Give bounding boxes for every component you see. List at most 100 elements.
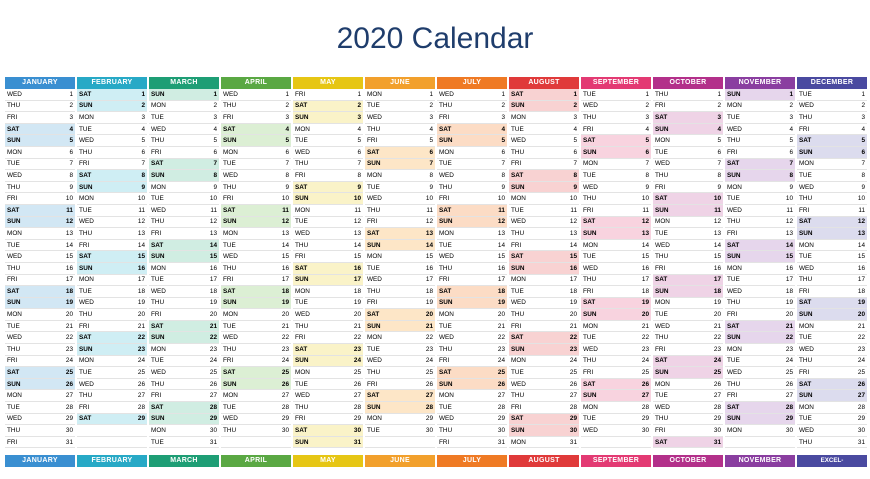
day-row: MON 24 (77, 356, 147, 368)
weekday-label: SUN (295, 276, 309, 284)
weekday-label: FRI (511, 403, 522, 411)
day-row: MON 27 (437, 390, 507, 403)
month-column: JULY WED 1 THU 2 FRI 3 SAT 4 SUN 5 MON 6 TUE 7 WED 8 THU 9… (436, 77, 508, 449)
weekday-label: WED (79, 299, 94, 307)
day-number: 12 (497, 218, 505, 226)
weekday-label: MON (367, 171, 382, 179)
day-number: 9 (789, 183, 793, 191)
day-row: MON 26 (653, 379, 723, 391)
weekday-label: SAT (439, 125, 452, 133)
day-number: 25 (65, 369, 73, 377)
weekday-label: SUN (583, 229, 597, 237)
weekday-label: WED (799, 264, 814, 272)
day-number: 13 (281, 229, 289, 237)
day-number: 17 (569, 276, 577, 284)
weekday-label: WED (511, 380, 526, 388)
weekday-label: THU (439, 102, 453, 110)
day-row: FRI 13 (149, 228, 219, 240)
day-number: 13 (713, 229, 721, 237)
weekday-label: SAT (295, 345, 308, 353)
day-number: 30 (713, 427, 721, 435)
day-number: 20 (65, 311, 73, 319)
weekday-label: MON (367, 334, 382, 342)
weekday-label: THU (511, 229, 525, 237)
weekday-label: FRI (799, 287, 810, 295)
day-number: 8 (429, 171, 433, 179)
weekday-label: SUN (7, 218, 21, 226)
day-row: WED 20 (293, 309, 363, 321)
day-number: 31 (569, 438, 577, 446)
day-number: 24 (281, 357, 289, 365)
weekday-label: TUE (511, 287, 524, 295)
page-title: 2020 Calendar (336, 22, 534, 55)
day-row: SAT 21 (149, 320, 219, 333)
day-row: TUE 17 (149, 275, 219, 287)
day-number: 16 (785, 264, 793, 272)
weekday-label: WED (727, 206, 742, 214)
day-row: THU 20 (77, 309, 147, 321)
weekday-label: MON (655, 380, 670, 388)
weekday-label: WED (439, 90, 454, 98)
day-row: FRI 4 (797, 124, 867, 136)
day-number: 29 (569, 415, 577, 423)
day-number: 5 (357, 137, 361, 145)
weekday-label: TUE (7, 403, 20, 411)
weekday-label: TUE (223, 160, 236, 168)
day-number: 20 (281, 311, 289, 319)
day-row: TUE 3 (149, 112, 219, 124)
weekday-label: THU (511, 311, 525, 319)
day-number: 19 (641, 299, 649, 307)
day-row: SUN 12 (221, 216, 291, 229)
day-number: 7 (69, 160, 73, 168)
day-number: 21 (785, 322, 793, 330)
weekday-label: WED (7, 253, 22, 261)
day-number: 13 (353, 229, 361, 237)
day-number: 5 (213, 137, 217, 145)
day-row: TUE 16 (365, 263, 435, 275)
day-row: FRI 1 (293, 89, 363, 101)
day-row: FRI 26 (365, 379, 435, 391)
day-number: 1 (429, 90, 433, 98)
day-number: 27 (713, 392, 721, 400)
day-number: 9 (285, 183, 289, 191)
day-number: 25 (569, 369, 577, 377)
weekday-label: THU (511, 148, 525, 156)
day-number: 25 (641, 369, 649, 377)
day-number: 9 (69, 183, 73, 191)
weekday-label: MON (583, 241, 598, 249)
day-row: SAT 24 (653, 355, 723, 368)
day-row: TUE 21 (437, 321, 507, 333)
day-number: 10 (137, 195, 145, 203)
day-row: FRI 3 (221, 112, 291, 124)
day-number: 6 (69, 148, 73, 156)
day-number: 11 (66, 206, 73, 214)
weekday-label: SAT (655, 276, 668, 284)
weekday-label: MON (583, 403, 598, 411)
day-number: 9 (357, 183, 361, 191)
day-number: 17 (713, 276, 721, 284)
day-row: SUN 27 (797, 390, 867, 403)
day-row: THU 10 (581, 193, 651, 205)
day-number: 27 (353, 392, 361, 400)
weekday-label: MON (295, 287, 310, 295)
day-row: MON 1 (365, 89, 435, 101)
day-row: WED 29 (5, 414, 75, 426)
day-row: MON 13 (5, 228, 75, 240)
day-number: 10 (857, 195, 865, 203)
day-number: 28 (209, 403, 217, 411)
day-row: SAT 29 (509, 413, 579, 426)
weekday-label: SUN (727, 415, 741, 423)
weekday-label: SUN (655, 125, 669, 133)
day-row: WED 14 (653, 240, 723, 252)
day-row: TUE 24 (725, 356, 795, 368)
weekday-label: WED (367, 276, 382, 284)
month-header: FEBRUARY (77, 77, 147, 89)
day-row: MON 9 (725, 182, 795, 194)
day-number: 25 (353, 369, 361, 377)
weekday-label: TUE (727, 113, 740, 121)
weekday-label: MON (151, 183, 166, 191)
day-number: 26 (65, 380, 73, 388)
day-row: SAT 28 (725, 402, 795, 414)
weekday-label: FRI (511, 241, 522, 249)
day-number: 27 (497, 392, 505, 400)
